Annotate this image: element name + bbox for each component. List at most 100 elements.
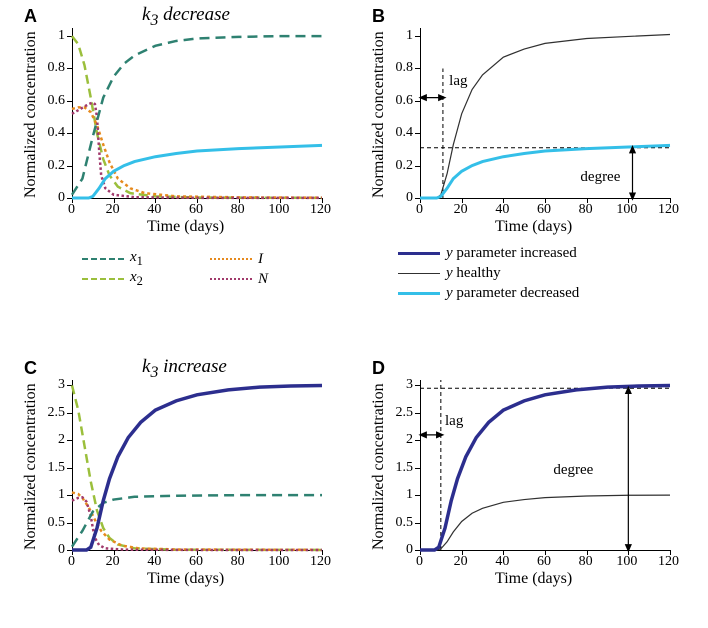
x-tick-label: 0 [416,202,423,218]
legend-swatch-y_hlt [398,273,440,274]
y-tick [415,550,420,551]
series-svg-C [72,380,322,550]
x-tick-label: 80 [231,202,245,218]
x-tick-label: 120 [310,554,331,570]
legend-swatch-N [210,278,252,280]
x-tick-label: 100 [268,554,289,570]
x-tick-label: 0 [68,202,75,218]
y-tick-label: 0 [406,190,413,206]
legend-label: I [258,251,263,268]
y-tick-label: 0.2 [396,158,414,174]
y-tick-label: 1.5 [48,460,66,476]
figure-root: Ak3 decrease Normalized concentration Time… [0,0,708,628]
legend-row: x1 [82,250,143,268]
panel-label-C: C [24,358,37,379]
x-tick-label: 60 [537,554,551,570]
x-tick-label: 80 [231,554,245,570]
y-tick-label: 1 [58,487,65,503]
legend-label: y parameter decreased [446,285,579,302]
y-tick-label: 0 [406,542,413,558]
y-tick-label: 2 [406,432,413,448]
series-y_inc [72,385,322,550]
series-N [72,497,322,550]
legend-label: y healthy [446,265,501,282]
y-tick-label: 1 [406,28,413,44]
x-tick-label: 100 [616,202,637,218]
x-tick-label: 120 [658,554,679,570]
legend-label: N [258,271,268,288]
y-tick-label: 0.8 [48,60,66,76]
legend-row: y parameter decreased [398,284,579,302]
panel-label-B: B [372,6,385,27]
legend-right: y parameter increased y healthy y paramete… [398,244,579,304]
x-tick-label: 60 [189,202,203,218]
x-tick-label: 20 [106,202,120,218]
x-axis-label-B: Time (days) [495,218,572,236]
legend-label: x1 [130,249,143,269]
panel-title-A: k3 decrease [142,4,230,30]
x-tick-label: 40 [147,554,161,570]
x-tick-label: 20 [454,554,468,570]
y-tick [67,550,72,551]
annotation-lag: lag [449,73,467,90]
y-tick-label: 0 [58,190,65,206]
x-tick-label: 100 [616,554,637,570]
x-tick-label: 40 [495,202,509,218]
annotation-degree: degree [580,169,620,186]
y-tick-label: 0.5 [396,515,414,531]
legend-left-col1: x1x2 [82,250,143,290]
y-tick-label: 0.5 [48,515,66,531]
legend-label: x2 [130,269,143,289]
legend-row: I [210,250,268,268]
x-tick-label: 80 [579,202,593,218]
x-tick-label: 120 [310,202,331,218]
y-axis-label-A: Normalized concentration [22,31,40,198]
y-tick-label: 0.4 [48,125,66,141]
legend-swatch-x1 [82,258,124,260]
legend-swatch-y_inc [398,252,440,255]
x-tick-label: 40 [495,554,509,570]
x-axis-label-D: Time (days) [495,570,572,588]
y-tick-label: 2.5 [396,405,414,421]
y-tick [67,198,72,199]
annotation-lag: lag [445,413,463,430]
series-svg-A [72,28,322,198]
x-tick-label: 0 [416,554,423,570]
y-tick-label: 0.6 [396,93,414,109]
panel-label-A: A [24,6,37,27]
legend-row: y healthy [398,264,579,282]
y-tick-label: 2 [58,432,65,448]
y-axis-label-D: Normalized concentration [370,383,388,550]
legend-row: N [210,270,268,288]
x-tick-label: 80 [579,554,593,570]
y-tick [415,198,420,199]
panel-title-C: k3 increase [142,356,227,382]
y-tick-label: 0.4 [396,125,414,141]
x-tick-label: 60 [189,554,203,570]
x-tick-label: 40 [147,202,161,218]
legend-swatch-I [210,258,252,260]
y-tick-label: 3 [58,377,65,393]
y-tick-label: 3 [406,377,413,393]
legend-label: y parameter increased [446,245,577,262]
series-svg-D [420,380,670,550]
y-axis-label-C: Normalized concentration [22,383,40,550]
series-x2 [72,385,322,549]
x-tick-label: 20 [454,202,468,218]
legend-swatch-x2 [82,278,124,280]
y-tick-label: 2.5 [48,405,66,421]
y-tick-label: 1.5 [396,460,414,476]
y-tick-label: 1 [58,28,65,44]
y-tick-label: 0 [58,542,65,558]
x-tick-label: 20 [106,554,120,570]
legend-swatch-y_dec [398,292,440,295]
legend-row: x2 [82,270,143,288]
x-axis-label-C: Time (days) [147,570,224,588]
x-tick-label: 60 [537,202,551,218]
x-axis-label-A: Time (days) [147,218,224,236]
legend-left-col2: IN [210,250,268,290]
series-svg-B [420,28,670,198]
series-I [72,492,322,549]
x-tick-label: 100 [268,202,289,218]
legend-row: y parameter increased [398,244,579,262]
